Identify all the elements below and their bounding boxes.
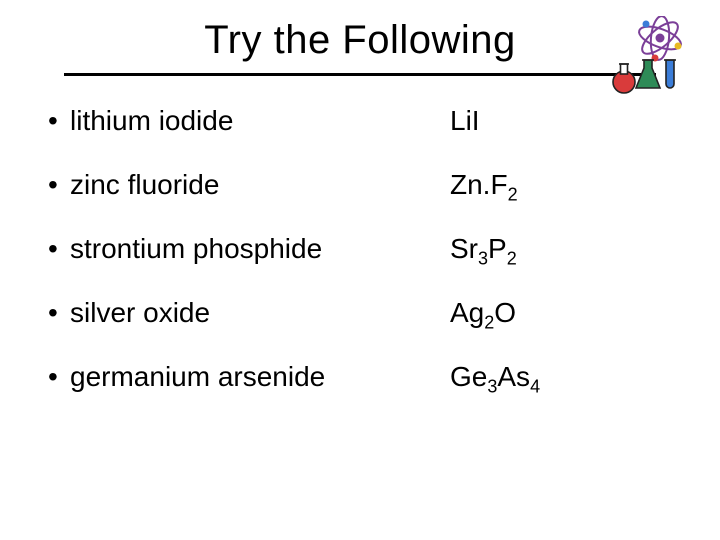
title-block: Try the Following [44,18,676,76]
slide-title: Try the Following [44,18,676,73]
bullet-glyph: • [44,104,70,138]
compound-name: zinc fluoride [70,168,450,202]
formula-subscript: 3 [478,249,488,269]
compound-name: silver oxide [70,296,450,330]
compound-formula: Ag2O [450,296,516,330]
chemistry-clipart-icon [610,16,692,94]
compound-name: strontium phosphide [70,232,450,266]
list-item: • zinc fluoride Zn.F2 [44,168,676,202]
compound-formula: Zn.F2 [450,168,518,202]
formula-part: Ag [450,297,484,328]
compound-formula: LiI [450,104,480,138]
formula-subscript: 4 [530,377,540,397]
compound-formula: Sr3P2 [450,232,517,266]
formula-part: As [497,361,530,392]
compound-name: lithium iodide [70,104,450,138]
list-item: • lithium iodide LiI [44,104,676,138]
bullet-list: • lithium iodide LiI • zinc fluoride Zn.… [44,104,676,394]
formula-part: LiI [450,105,480,136]
bullet-glyph: • [44,232,70,266]
formula-subscript: 3 [487,377,497,397]
bullet-glyph: • [44,168,70,202]
list-item: • strontium phosphide Sr3P2 [44,232,676,266]
slide: Try the Following [0,0,720,540]
formula-part: Ge [450,361,487,392]
formula-part: Zn.F [450,169,508,200]
formula-part: O [494,297,516,328]
list-item: • silver oxide Ag2O [44,296,676,330]
bullet-glyph: • [44,296,70,330]
formula-subscript: 2 [507,249,517,269]
formula-subscript: 2 [484,313,494,333]
formula-subscript: 2 [508,185,518,205]
title-underline [64,73,656,76]
bullet-glyph: • [44,360,70,394]
list-item: • germanium arsenide Ge3As4 [44,360,676,394]
formula-part: P [488,233,507,264]
compound-name: germanium arsenide [70,360,450,394]
compound-formula: Ge3As4 [450,360,540,394]
formula-part: Sr [450,233,478,264]
